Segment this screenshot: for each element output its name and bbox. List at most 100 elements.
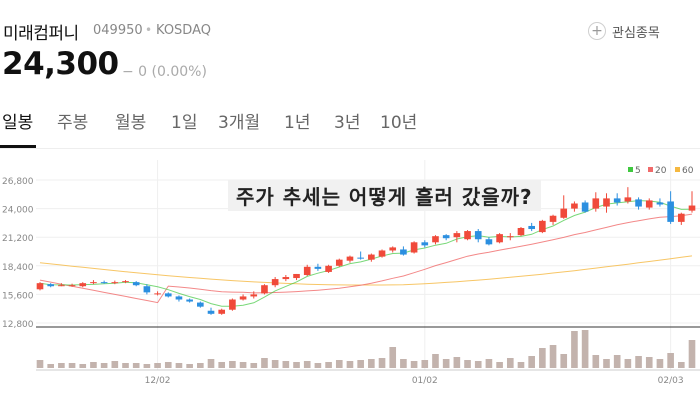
x-tick-label: 01/02 <box>412 376 438 386</box>
candle-body <box>410 242 418 253</box>
volume-bar <box>111 361 119 368</box>
candle-body <box>592 198 600 209</box>
ma5-line <box>39 200 693 307</box>
volume-bar <box>453 357 461 368</box>
candle-body <box>389 247 397 251</box>
candle-body <box>207 310 215 314</box>
volume-bar <box>218 362 226 368</box>
company-name: 미래컴퍼니 <box>3 24 79 44</box>
volume-bar <box>432 354 439 368</box>
volume-bar <box>560 354 568 368</box>
market-label: KOSDAQ <box>156 23 211 38</box>
volume-bar <box>677 362 685 368</box>
candle-body <box>560 208 568 218</box>
tab-3months[interactable]: 3개월 <box>218 113 261 133</box>
current-price: 24,300 <box>2 46 119 82</box>
legend-label-20: 20 <box>655 166 667 176</box>
legend-swatch-20 <box>648 167 653 172</box>
volume-bar <box>186 364 193 368</box>
candle-body <box>688 205 696 211</box>
volume-bar <box>79 364 87 368</box>
chart-caption: 주가 추세는 어떻게 흘러 갔을까? <box>228 180 541 211</box>
volume-bar <box>47 364 55 368</box>
candle-body <box>517 228 525 236</box>
candle-body <box>197 302 204 307</box>
volume-bar <box>592 355 600 368</box>
candle-body <box>122 281 129 283</box>
volume-bar <box>197 363 204 368</box>
tab-daily[interactable]: 일봉 <box>2 113 34 133</box>
volume-bar <box>335 360 343 368</box>
volume-bar <box>368 359 375 368</box>
candle-body <box>282 277 290 280</box>
candle-body <box>571 203 578 209</box>
candle-body <box>613 198 621 203</box>
tab-3years[interactable]: 3년 <box>334 113 361 133</box>
candle-body <box>635 199 642 207</box>
volume-bar <box>122 363 129 368</box>
y-tick-label: 24,000 <box>2 206 34 216</box>
candle-body <box>677 213 685 222</box>
candle-body <box>506 236 514 238</box>
candle-body <box>464 231 471 240</box>
volume-bar <box>410 361 418 368</box>
volume-bar <box>485 359 493 368</box>
candle-body <box>79 283 87 287</box>
candle-body <box>303 266 311 275</box>
tab-1day[interactable]: 1일 <box>171 113 198 133</box>
volume-bar <box>207 359 215 368</box>
volume-bar <box>539 348 546 368</box>
candle-body <box>453 233 461 238</box>
volume-bar <box>645 357 653 368</box>
legend-swatch-60 <box>675 167 680 172</box>
volume-bar <box>603 359 610 368</box>
volume-bar <box>528 356 535 368</box>
watchlist-label: 관심종목 <box>612 25 660 41</box>
plus-circle-icon: + <box>588 22 606 40</box>
candle-body <box>325 265 332 272</box>
candle-body <box>432 236 439 243</box>
volume-bar <box>400 359 407 368</box>
tabs-divider <box>0 148 700 149</box>
ma20-line <box>39 213 693 304</box>
candle-body <box>346 256 354 261</box>
candle-body <box>357 257 364 259</box>
volume-bar <box>635 356 642 368</box>
candle-body <box>528 225 535 230</box>
active-tab-underline <box>0 145 36 148</box>
volume-bar <box>506 358 514 368</box>
candle-body <box>154 293 161 295</box>
volume-bar <box>667 353 674 368</box>
candle-body <box>314 266 322 269</box>
volume-bar <box>68 363 76 368</box>
candle-body <box>400 249 407 255</box>
tab-weekly[interactable]: 주봉 <box>57 113 89 133</box>
add-watchlist-button[interactable]: + 관심종목 <box>588 20 660 42</box>
volume-bar <box>250 363 258 368</box>
volume-bar <box>474 361 482 368</box>
candle-body <box>229 299 236 310</box>
candle-body <box>485 239 493 245</box>
volume-bar <box>282 361 290 368</box>
volume-bar <box>357 360 364 368</box>
tab-1year[interactable]: 1년 <box>284 113 311 133</box>
candle-body <box>549 215 557 222</box>
volume-bar <box>325 362 332 368</box>
volume-bar <box>346 361 354 368</box>
stock-code: 049950 <box>93 23 143 38</box>
candle-body <box>603 198 610 207</box>
candle-body <box>335 259 343 266</box>
candle-body <box>496 234 503 243</box>
volume-bar <box>421 360 429 368</box>
candle-body <box>667 201 674 222</box>
tab-monthly[interactable]: 월봉 <box>115 113 147 133</box>
price-chart[interactable]: 26,800 24,000 21,200 18,400 15,600 12,800 12/0… <box>0 150 700 400</box>
candle-body <box>100 282 108 284</box>
tab-10years[interactable]: 10년 <box>380 113 418 133</box>
y-tick-label: 15,600 <box>2 291 34 301</box>
candle-body <box>442 235 450 239</box>
volume-bar <box>293 362 300 368</box>
legend-swatch-5 <box>628 167 633 172</box>
x-tick-label: 12/02 <box>145 376 171 386</box>
volume-bar <box>132 363 140 368</box>
